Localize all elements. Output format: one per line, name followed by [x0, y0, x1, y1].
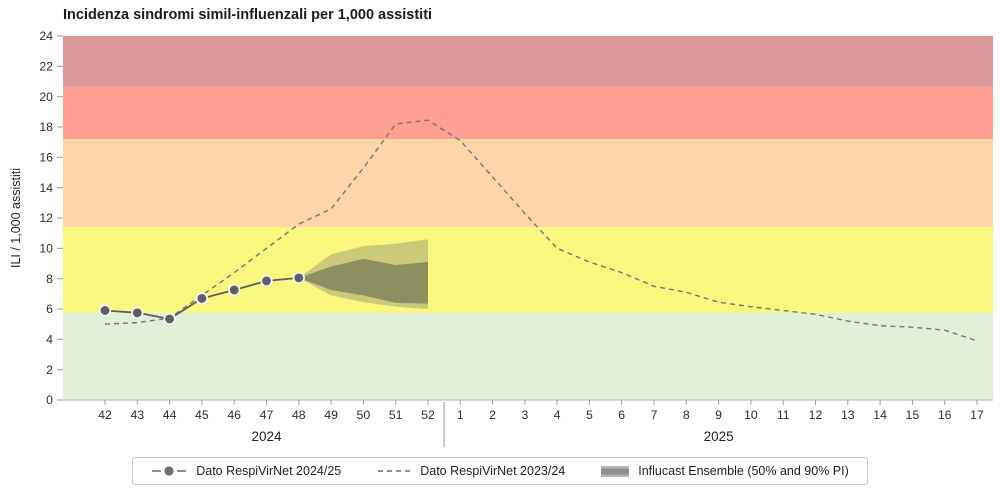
- x-tick-label: 13: [841, 408, 855, 422]
- x-tick-label: 3: [521, 408, 528, 422]
- x-tick-label: 9: [715, 408, 722, 422]
- x-tick-label: 15: [906, 408, 920, 422]
- x-tick-label: 50: [357, 408, 371, 422]
- chart-title: Incidenza sindromi simil-influenzali per…: [63, 7, 433, 23]
- y-tick-label: 0: [46, 393, 53, 407]
- x-tick-label: 42: [98, 408, 112, 422]
- x-tick-label: 43: [130, 408, 144, 422]
- legend-label: Influcast Ensemble (50% and 90% PI): [638, 464, 849, 478]
- series-respivirnet-2023-24-line[interactable]: [104, 119, 978, 342]
- legend-label: Dato RespiVirNet 2023/24: [420, 464, 566, 478]
- legend-label: Dato RespiVirNet 2024/25: [196, 464, 342, 478]
- y-tick-label: 18: [39, 120, 53, 134]
- x-tick-label: 5: [586, 408, 593, 422]
- y-tick-label: 8: [46, 272, 53, 286]
- line-with-dot-icon: [151, 465, 187, 477]
- x-tick-label: 8: [683, 408, 690, 422]
- x-tick-label: 1: [457, 408, 464, 422]
- x-tick-label: 17: [970, 408, 984, 422]
- y-tick-label: 10: [39, 242, 53, 256]
- x-tick-label: 44: [163, 408, 177, 422]
- x-tick-label: 51: [389, 408, 403, 422]
- intensity-band: [63, 36, 993, 87]
- y-tick-label: 14: [39, 181, 53, 195]
- year-group-label: 2025: [704, 429, 734, 444]
- legend-item-respivirnet-2024-25[interactable]: Dato RespiVirNet 2024/25: [151, 464, 341, 478]
- legend-box: Dato RespiVirNet 2024/25 Dato RespiVirNe…: [132, 457, 868, 485]
- data-point-marker[interactable]: [131, 306, 144, 319]
- x-tick-label: 52: [421, 408, 435, 422]
- x-tick-label: 6: [618, 408, 625, 422]
- x-tick-label: 16: [938, 408, 952, 422]
- intensity-band: [63, 227, 993, 313]
- data-point-marker[interactable]: [163, 312, 176, 326]
- x-tick-label: 11: [777, 408, 790, 422]
- y-tick-label: 22: [39, 60, 53, 74]
- data-point-marker[interactable]: [228, 283, 241, 297]
- legend-bar: Dato RespiVirNet 2024/25 Dato RespiVirNe…: [0, 457, 1000, 485]
- x-tick-label: 47: [260, 408, 274, 422]
- x-tick-label: 10: [744, 408, 758, 422]
- x-tick-label: 12: [809, 408, 823, 422]
- data-point-marker[interactable]: [260, 274, 273, 288]
- x-tick-label: 14: [873, 408, 887, 422]
- data-point-marker[interactable]: [98, 304, 112, 317]
- y-tick-label: 12: [39, 211, 53, 225]
- x-tick-label: 45: [195, 408, 209, 422]
- y-tick-label: 4: [46, 333, 53, 347]
- dashed-line-icon: [377, 465, 411, 477]
- y-tick-label: 6: [46, 302, 53, 316]
- y-tick-label: 20: [39, 90, 53, 104]
- x-tick-label: 49: [324, 408, 338, 422]
- legend-item-respivirnet-2023-24[interactable]: Dato RespiVirNet 2023/24: [377, 464, 565, 478]
- intensity-band: [63, 139, 993, 228]
- y-tick-label: 16: [39, 151, 53, 165]
- gray-band-swatch-icon: [601, 465, 630, 478]
- intensity-band: [63, 86, 993, 140]
- x-tick-label: 48: [292, 408, 306, 422]
- x-tick-label: 2: [489, 408, 496, 422]
- x-tick-label: 4: [554, 408, 561, 422]
- ensemble-50-area: [298, 258, 428, 304]
- legend-item-influcast-ensemble[interactable]: Influcast Ensemble (50% and 90% PI): [601, 464, 849, 478]
- x-tick-label: 46: [227, 408, 241, 422]
- intensity-band: [63, 312, 993, 400]
- y-tick-label: 2: [46, 363, 53, 377]
- data-point-marker[interactable]: [292, 271, 305, 285]
- y-tick-label: 24: [39, 29, 53, 43]
- x-tick-label: 7: [651, 408, 658, 422]
- year-group-label: 2024: [251, 429, 282, 444]
- data-point-marker[interactable]: [195, 292, 209, 305]
